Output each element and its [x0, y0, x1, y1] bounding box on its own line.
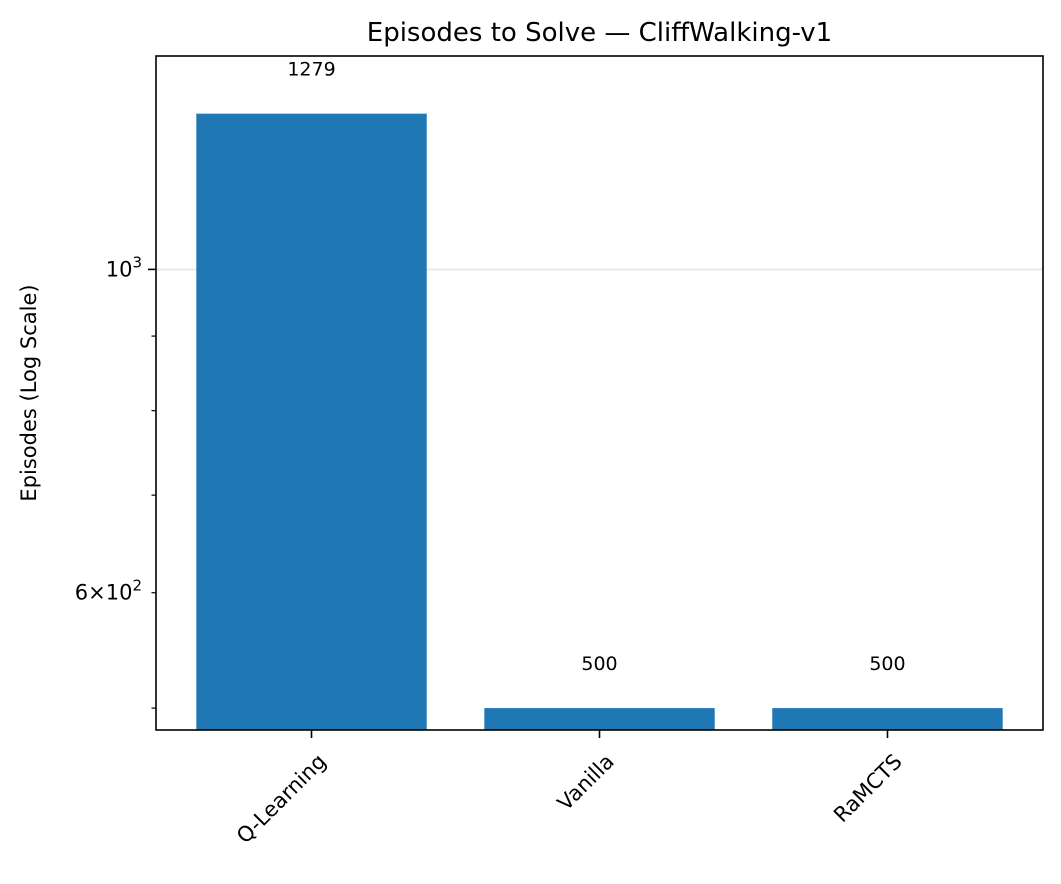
bar-ramcts	[772, 708, 1003, 730]
x-tick-label: RaMCTS	[829, 749, 907, 827]
chart-title: Episodes to Solve — CliffWalking-v1	[367, 18, 832, 48]
data-label: 1279	[287, 59, 335, 81]
y-axis-label: Episodes (Log Scale)	[17, 284, 41, 501]
data-label: 500	[581, 653, 617, 675]
ticks-layer	[148, 268, 889, 738]
data-label: 500	[869, 653, 905, 675]
bar-q-learning	[196, 113, 427, 731]
plot-frame	[155, 55, 1044, 731]
y-tick-label: 103	[106, 253, 142, 281]
x-tick-label: Vanilla	[553, 749, 619, 815]
y-tick-label: 6×102	[75, 577, 142, 605]
bar-vanilla	[484, 708, 715, 730]
bars-layer	[196, 113, 1003, 731]
x-tick-label: Q-Learning	[232, 749, 331, 848]
